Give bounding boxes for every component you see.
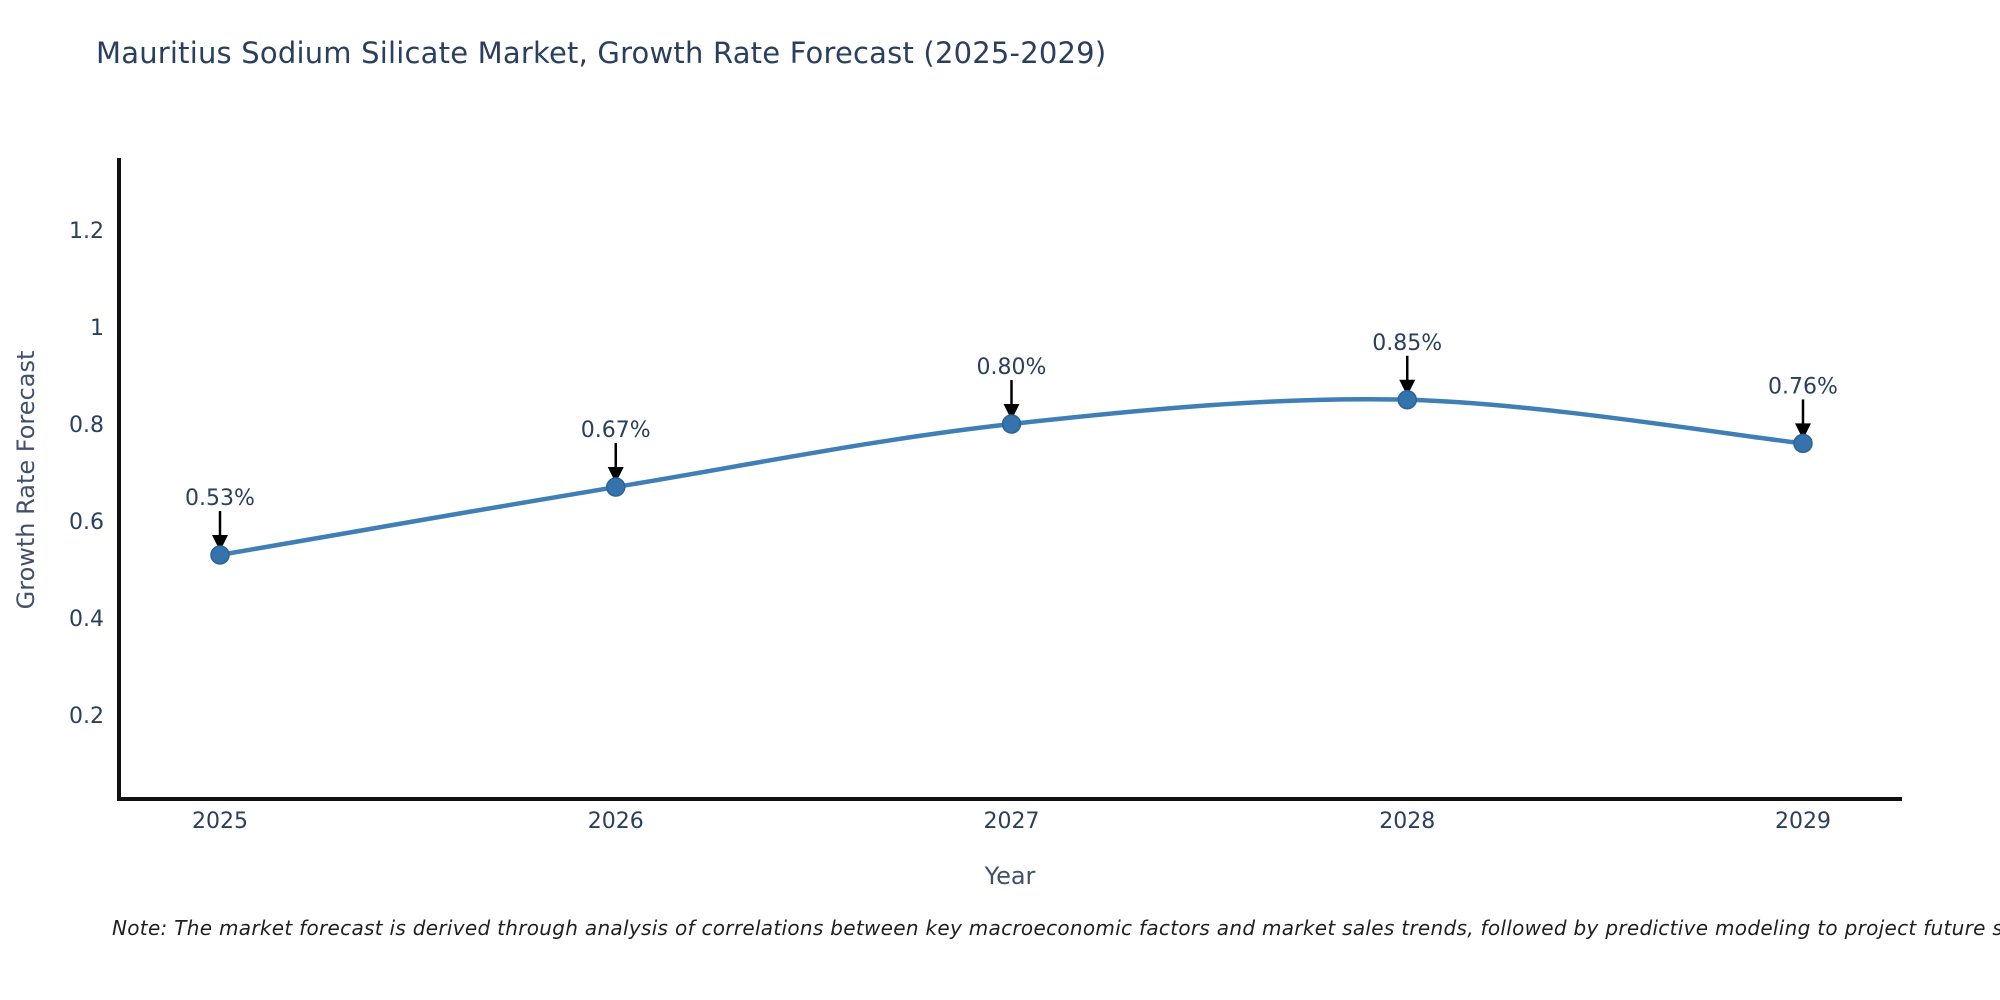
data-point-marker: [1397, 390, 1417, 410]
x-tick-label: 2027: [984, 809, 1040, 834]
chart-title: Mauritius Sodium Silicate Market, Growth…: [96, 36, 1107, 70]
y-tick-label: 0.6: [69, 510, 104, 535]
annotation-arrowhead: [607, 467, 624, 484]
x-axis-title: Year: [984, 862, 1036, 890]
data-point-label: 0.76%: [1768, 374, 1838, 399]
x-tick-label: 2028: [1379, 809, 1435, 834]
y-tick-label: 1: [90, 316, 104, 341]
data-point-marker: [1793, 433, 1813, 454]
annotation-arrowhead: [1795, 423, 1811, 440]
data-point-label: 0.80%: [977, 355, 1047, 380]
y-tick-label: 0.4: [69, 607, 104, 632]
data-point-marker: [210, 545, 230, 565]
data-point-label: 0.53%: [185, 486, 255, 511]
annotation-arrowhead: [1399, 379, 1416, 396]
data-point-label: 0.67%: [581, 418, 651, 443]
annotation-arrowhead: [1003, 404, 1020, 420]
annotation-arrowhead: [212, 534, 228, 551]
y-tick-label: 0.2: [69, 704, 104, 729]
data-point-label: 0.85%: [1372, 331, 1442, 356]
y-tick-label: 0.8: [69, 413, 104, 438]
x-tick-label: 2025: [192, 809, 248, 834]
y-axis-title: Growth Rate Forecast: [12, 351, 40, 610]
chart-marks: 0.2 0.4 0.6 0.8 1 1.2 2025 2026 2027 2028 2029 0.53…: [69, 158, 1902, 834]
footnote: Note: The market forecast is derived thr…: [112, 916, 2000, 940]
y-tick-label: 1.2: [69, 219, 104, 244]
data-point-marker: [1001, 414, 1022, 434]
x-tick-label: 2026: [588, 809, 644, 834]
data-point-marker: [606, 477, 626, 497]
x-tick-label: 2029: [1775, 809, 1831, 834]
